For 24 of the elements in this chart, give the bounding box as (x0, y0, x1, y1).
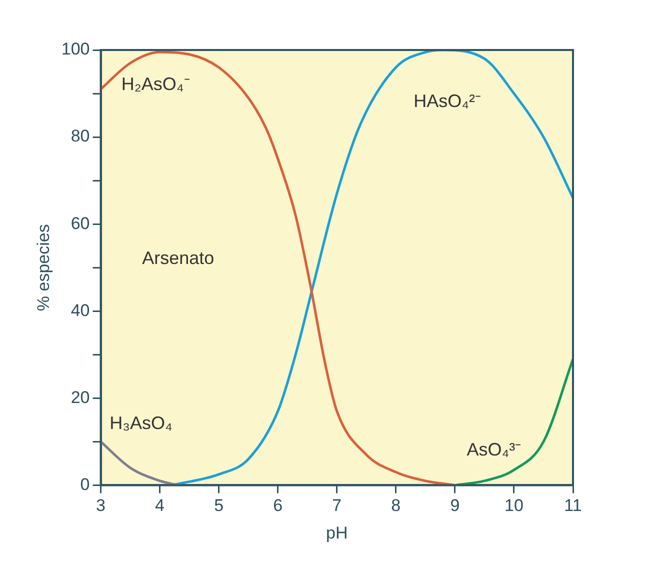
x-tick-label: 10 (504, 496, 524, 516)
x-tick-label: 6 (273, 496, 283, 516)
series-label: H₂AsO₄⁻ (121, 74, 190, 94)
y-tick-label: 100 (61, 40, 90, 59)
line-series (454, 358, 573, 486)
annotation: Arsenato (142, 248, 214, 268)
y-tick-label: 80 (70, 126, 90, 146)
y-tick-label: 20 (70, 388, 90, 407)
x-tick-label: 5 (214, 496, 224, 516)
series-label: HAsO₄²⁻ (414, 91, 481, 112)
series-label: H₃AsO₄ (110, 413, 172, 434)
y-tick-label: 60 (70, 214, 90, 233)
series-label: AsO₄³⁻ (466, 439, 522, 460)
y-tick-label: 40 (70, 300, 90, 320)
line-series (100, 440, 179, 486)
x-tick-label: 7 (332, 496, 342, 516)
x-tick-label: 11 (564, 496, 582, 516)
y-tick-label: 0 (80, 474, 90, 494)
x-tick-label: 9 (450, 496, 460, 516)
x-tick-label: 8 (391, 496, 401, 516)
y-axis-title: % especies (34, 224, 53, 312)
x-tick-label: 3 (96, 496, 106, 516)
x-axis-title: pH (326, 523, 348, 542)
x-tick-label: 4 (155, 496, 165, 516)
